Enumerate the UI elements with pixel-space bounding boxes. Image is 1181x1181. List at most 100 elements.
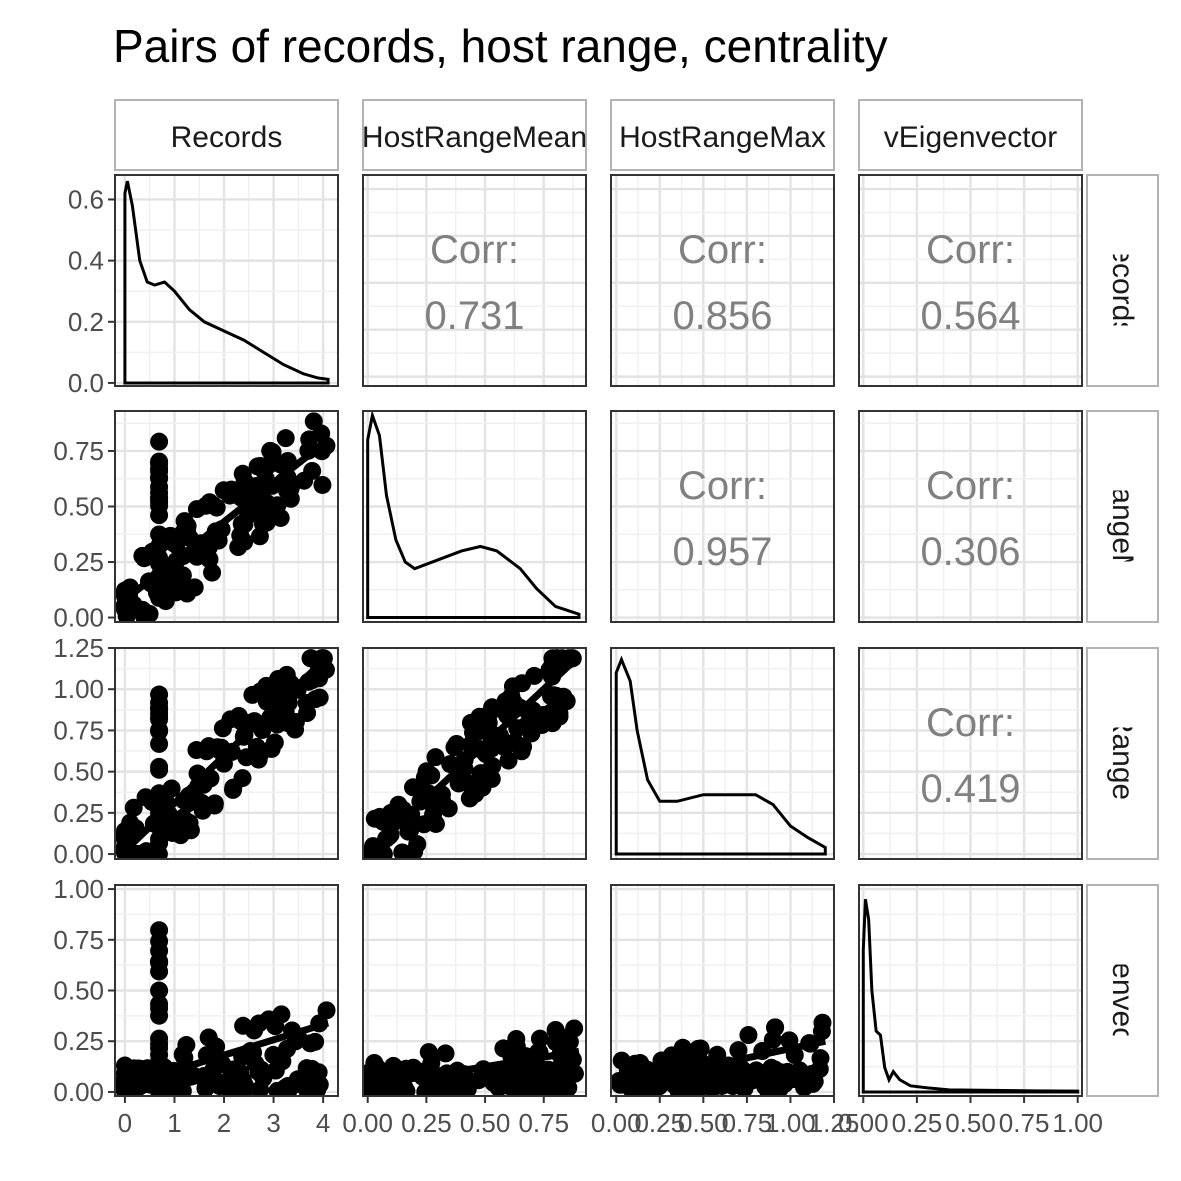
chart-title: Pairs of records, host range, centrality xyxy=(113,20,888,72)
panel-background xyxy=(611,411,834,622)
scatter-point xyxy=(483,698,502,717)
corr-label: Corr: xyxy=(926,464,1015,508)
x-tick-label: 0.50 xyxy=(460,1108,511,1138)
scatter-point xyxy=(150,757,169,776)
density-curve xyxy=(614,655,827,856)
panel-2-1 xyxy=(363,648,586,859)
row-strip: HostRangeMean xyxy=(1086,404,1159,629)
scatter-point xyxy=(304,412,323,431)
scatter-point xyxy=(509,736,528,755)
scatter-point xyxy=(150,994,169,1013)
column-strip-label: HostRangeMax xyxy=(619,121,826,154)
x-tick-label: 1.00 xyxy=(1052,1108,1103,1138)
scatter-point xyxy=(540,660,559,679)
density-curve xyxy=(123,180,330,385)
y-tick-label: 0.6 xyxy=(68,184,104,214)
panel-0-0 xyxy=(115,175,338,386)
scatter-point xyxy=(268,1081,287,1096)
scatter-point xyxy=(208,738,227,757)
scatter-point xyxy=(499,751,518,770)
scatter-point xyxy=(729,1041,748,1060)
corr-value: 0.564 xyxy=(920,294,1020,338)
panel-1-2: Corr: 0.957 xyxy=(611,411,834,622)
scatter-point xyxy=(199,1028,218,1047)
panel-3-2 xyxy=(611,885,834,1096)
scatter-point xyxy=(803,1074,822,1093)
x-tick-label: 0.00 xyxy=(591,1108,642,1138)
corr-label: Corr: xyxy=(926,701,1015,745)
x-tick-label: 0.00 xyxy=(342,1108,393,1138)
scatter-point xyxy=(772,1063,791,1082)
y-tick-label: 0.2 xyxy=(68,307,104,337)
scatter-point xyxy=(558,1070,577,1089)
y-tick-label: 0.75 xyxy=(53,436,104,466)
row-strip: Records xyxy=(1086,174,1159,387)
scatter-point xyxy=(416,1082,435,1096)
scatter-point xyxy=(286,720,305,739)
scatter-point xyxy=(370,807,389,826)
panel-border xyxy=(114,410,339,623)
x-tick-label: 0.25 xyxy=(634,1108,685,1138)
fit-line xyxy=(615,1037,827,1090)
scatter-point xyxy=(739,1026,758,1045)
scatter-point xyxy=(469,774,488,793)
scatter-point xyxy=(295,471,314,490)
x-tick-label: 1.00 xyxy=(765,1108,816,1138)
y-tick-label: 0.0 xyxy=(68,368,104,398)
panel-background xyxy=(611,648,834,859)
y-tick-label: 0.50 xyxy=(53,976,104,1006)
panel-background xyxy=(363,175,586,386)
y-tick-label: 0.4 xyxy=(68,246,104,276)
scatter-point xyxy=(810,1060,829,1079)
scatter-point xyxy=(277,665,296,684)
scatter-point xyxy=(175,1048,194,1067)
panel-background xyxy=(611,175,834,386)
scatter-point xyxy=(203,563,222,582)
panel-0-2: Corr: 0.856 xyxy=(611,175,834,386)
panel-background xyxy=(363,411,586,622)
row-strip-box xyxy=(1086,174,1159,387)
x-tick-label: 0.75 xyxy=(999,1108,1050,1138)
scatter-point xyxy=(546,1020,565,1039)
scatter-point xyxy=(135,549,154,568)
panel-background xyxy=(115,175,338,386)
density-curve xyxy=(366,411,581,620)
y-tick-label: 1.25 xyxy=(53,633,104,663)
scatter-point xyxy=(150,685,169,704)
x-tick-label: 0.25 xyxy=(401,1108,452,1138)
panel-3-1 xyxy=(363,885,586,1096)
scatter-point xyxy=(150,710,169,729)
scatter-point xyxy=(508,719,527,738)
x-tick-label: 2 xyxy=(217,1108,231,1138)
x-tick-label: 4 xyxy=(316,1108,330,1138)
y-tick-label: 0.75 xyxy=(53,715,104,745)
scatter-point xyxy=(756,1066,775,1085)
scatter-point xyxy=(243,685,262,704)
column-strip: Records xyxy=(114,99,339,171)
scatter-point xyxy=(251,457,270,476)
panel-3-3 xyxy=(859,885,1082,1096)
scatter-point xyxy=(638,1082,657,1096)
scatter-point xyxy=(278,1039,297,1058)
y-tick-label: 0.25 xyxy=(53,547,104,577)
panel-border xyxy=(610,884,835,1097)
scatter-point xyxy=(447,734,466,753)
scatter-point xyxy=(560,1032,579,1051)
scatter-point xyxy=(415,768,434,787)
fit-line xyxy=(367,1047,580,1090)
panel-2-0 xyxy=(115,648,338,859)
scatter-point xyxy=(223,1060,242,1079)
corr-value: 0.306 xyxy=(920,530,1020,574)
panel-border xyxy=(858,174,1083,387)
scatter-point xyxy=(317,1001,336,1020)
scatter-point xyxy=(150,941,169,960)
x-tick-label: 0.00 xyxy=(838,1108,889,1138)
scatter-point xyxy=(233,464,252,483)
row-strip-label: HostRangeMean xyxy=(1106,404,1139,629)
scatter-point xyxy=(150,921,169,940)
panel-border xyxy=(610,410,835,623)
row-strip-label: vEigenvector xyxy=(1106,904,1139,1077)
scatter-point xyxy=(723,1077,742,1096)
panel-border xyxy=(610,647,835,860)
